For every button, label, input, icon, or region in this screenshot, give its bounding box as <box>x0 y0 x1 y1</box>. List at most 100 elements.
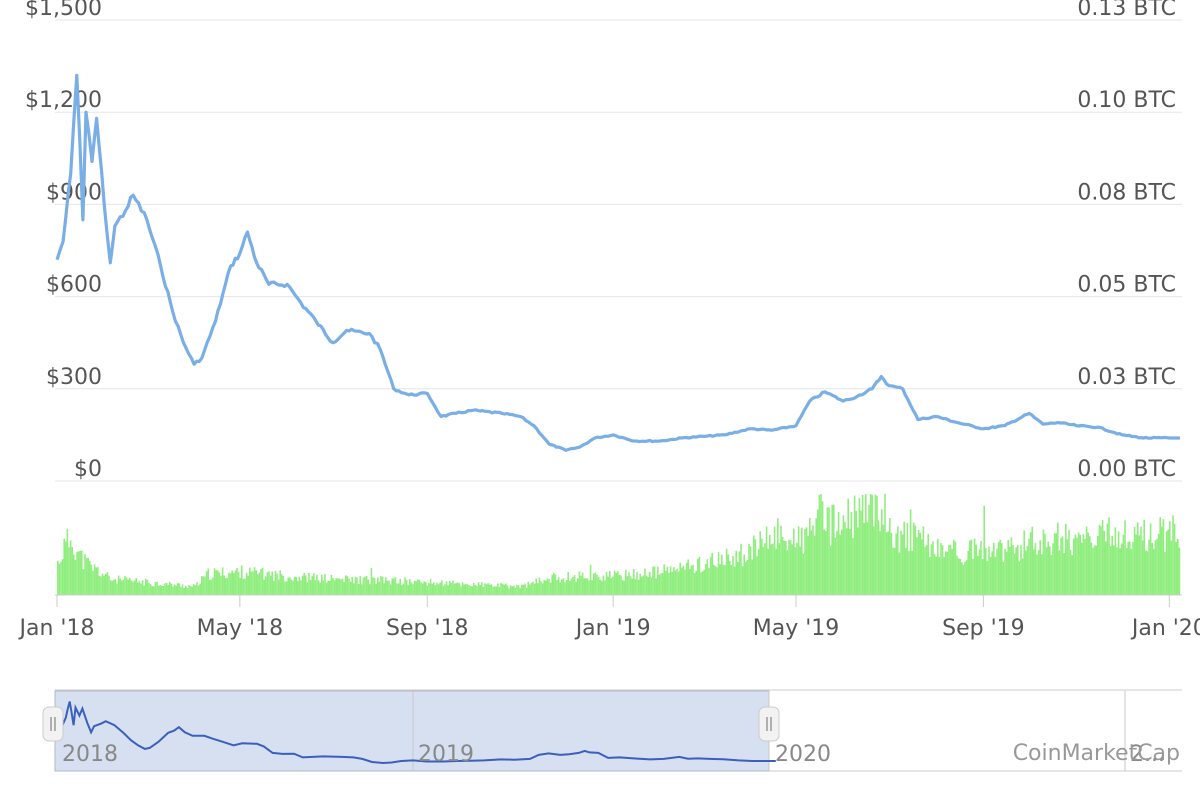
volume-bar <box>799 546 801 595</box>
volume-bar <box>137 582 139 595</box>
credit-label[interactable]: CoinMarketCap <box>1013 741 1180 766</box>
volume-bar <box>679 562 681 595</box>
volume-bar <box>82 569 85 595</box>
volume-bar <box>785 541 787 595</box>
volume-bar <box>1017 544 1019 595</box>
volume-bar <box>549 582 552 595</box>
volume-bar <box>493 586 496 595</box>
volume-bar <box>1137 522 1139 595</box>
volume-bars <box>57 493 1181 595</box>
volume-bar <box>748 543 750 595</box>
volume-bar <box>1114 527 1117 595</box>
volume-bar <box>677 571 680 595</box>
volume-bar <box>786 550 789 595</box>
volume-bar <box>586 578 589 595</box>
volume-bar <box>1034 543 1037 595</box>
volume-bar <box>671 571 673 595</box>
volume-bar <box>802 553 805 595</box>
volume-bar <box>834 537 837 595</box>
volume-bar <box>487 583 489 595</box>
volume-bar <box>338 578 341 595</box>
volume-bar <box>1146 551 1149 595</box>
volume-bar <box>796 542 798 595</box>
volume-bar <box>149 584 152 595</box>
volume-bar <box>535 578 537 595</box>
volume-bar <box>1018 561 1021 595</box>
volume-bar <box>317 580 320 595</box>
volume-bar <box>289 577 291 595</box>
volume-bar <box>956 555 958 595</box>
volume-bar <box>1033 549 1035 595</box>
volume-bar <box>853 495 856 595</box>
volume-bar <box>685 562 688 595</box>
volume-bar <box>1036 554 1038 595</box>
volume-bar <box>1119 548 1121 595</box>
volume-bar <box>757 549 760 595</box>
volume-bar <box>737 562 739 595</box>
volume-bar <box>909 509 912 595</box>
volume-bar <box>212 577 214 595</box>
volume-bar <box>116 583 118 595</box>
volume-bar <box>485 584 488 595</box>
volume-bar <box>1076 537 1078 595</box>
volume-bar <box>913 522 915 595</box>
navigator-line <box>56 701 776 765</box>
volume-bar <box>85 558 88 595</box>
price-line[interactable] <box>55 73 1180 452</box>
volume-bar <box>169 581 171 595</box>
volume-bar <box>917 529 920 595</box>
volume-bar <box>1042 529 1045 595</box>
volume-bar <box>479 584 481 595</box>
volume-bar <box>881 509 883 595</box>
volume-bar <box>266 572 269 595</box>
volume-bar <box>841 529 843 595</box>
volume-bar <box>124 576 126 595</box>
volume-bar <box>701 571 704 595</box>
volume-bar <box>524 583 526 595</box>
volume-bar <box>717 552 720 595</box>
volume-bar <box>1031 526 1033 595</box>
volume-bar <box>234 570 237 595</box>
volume-bar <box>877 520 880 595</box>
volume-bar <box>1081 542 1083 595</box>
volume-bar <box>863 522 865 595</box>
volume-bar <box>906 522 909 595</box>
volume-bar <box>973 538 976 595</box>
y-tick-right: 0.05 BTC <box>1077 273 1176 298</box>
volume-bar <box>95 567 97 595</box>
volume-bar <box>1002 561 1005 595</box>
volume-bar <box>993 542 995 595</box>
volume-bar <box>476 586 478 595</box>
volume-bar <box>122 579 125 595</box>
volume-bar <box>769 535 771 595</box>
volume-bar <box>322 580 325 595</box>
volume-bar <box>404 577 406 595</box>
volume-bar <box>399 578 401 595</box>
volume-bar <box>789 540 792 595</box>
volume-bar <box>132 581 134 595</box>
volume-bar <box>1151 542 1153 595</box>
volume-bar <box>1010 537 1013 595</box>
volume-bar <box>221 567 224 595</box>
volume-bar <box>500 583 502 595</box>
volume-bar <box>892 547 894 595</box>
volume-bar <box>895 533 897 595</box>
volume-bar <box>746 560 749 595</box>
volume-bar <box>133 580 136 595</box>
volume-bar <box>437 584 440 595</box>
volume-bar <box>829 545 832 595</box>
volume-bar <box>314 580 317 595</box>
volume-bar <box>258 572 261 595</box>
volume-bar <box>682 565 685 595</box>
volume-bar <box>172 586 174 595</box>
volume-bar <box>444 584 446 595</box>
navigator-handle-right[interactable] <box>758 706 780 742</box>
volume-bar <box>177 583 179 595</box>
volume-bar <box>242 578 245 595</box>
volume-bar <box>420 582 422 595</box>
navigator[interactable]: 2018 2019 2020 2... CoinMarketCap <box>42 689 1182 772</box>
volume-bar <box>569 581 571 595</box>
volume-bar <box>468 585 470 595</box>
navigator-handle-left[interactable] <box>42 706 64 742</box>
volume-bar <box>911 550 913 595</box>
